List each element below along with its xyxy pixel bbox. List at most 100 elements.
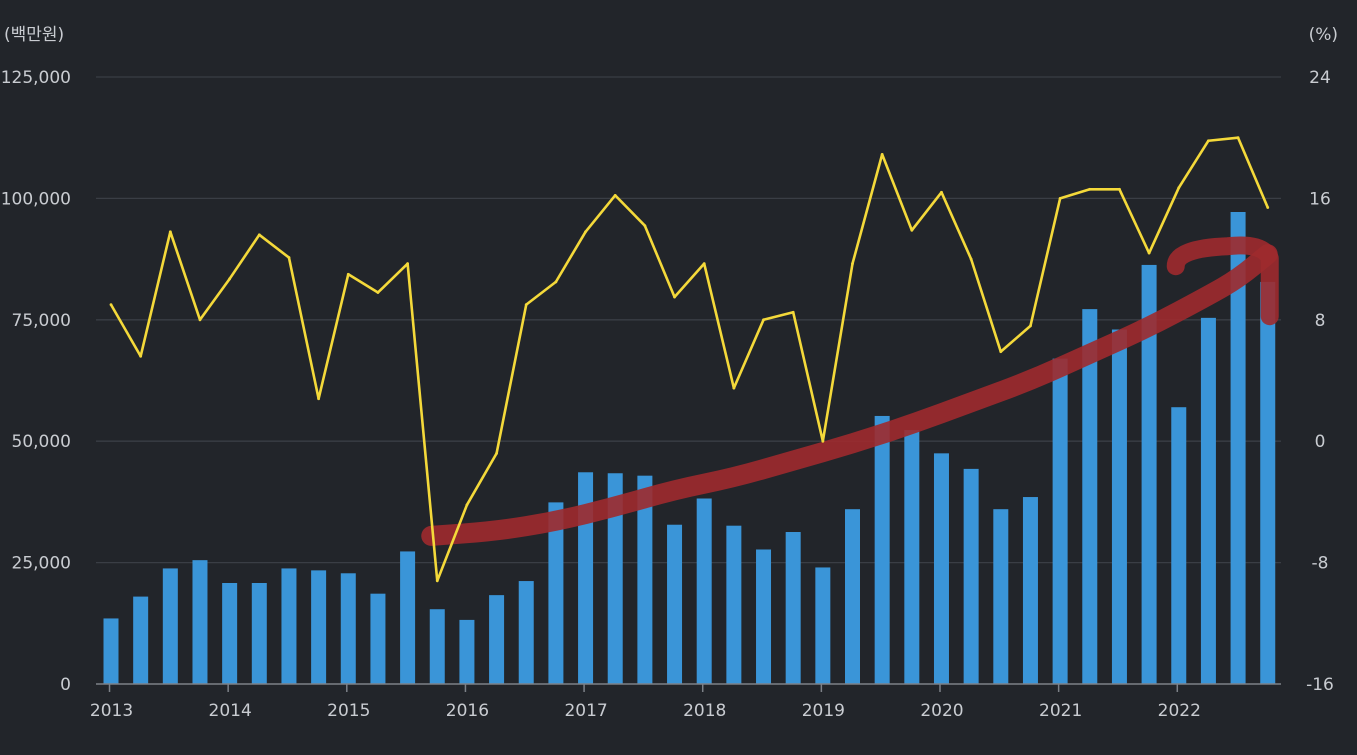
x-tick-label: 2021 (1039, 701, 1082, 721)
bar-series (103, 211, 1276, 684)
line-point (495, 451, 498, 455)
line-point (1118, 187, 1121, 191)
bar (281, 568, 297, 684)
line-point (880, 152, 884, 156)
line-point (198, 318, 202, 322)
bar (785, 532, 801, 684)
left-tick-label: 125,000 (1, 68, 71, 88)
x-tick-label: 2015 (327, 701, 370, 721)
x-tick-label: 2020 (920, 701, 963, 721)
bar (607, 473, 623, 684)
line-point (287, 256, 291, 259)
right-tick-label: 0 (1315, 432, 1326, 452)
line-point (1236, 136, 1240, 140)
left-tick-label: 25,000 (12, 554, 71, 574)
bar (845, 509, 860, 684)
bar (548, 502, 564, 684)
left-tick-label: 75,000 (12, 311, 71, 331)
right-unit-label: (%) (1309, 25, 1338, 45)
line-point (999, 350, 1003, 354)
line-point (1177, 186, 1181, 190)
line-point (643, 224, 647, 228)
line-point (910, 228, 914, 232)
bar (1171, 407, 1187, 684)
line-point (524, 303, 528, 307)
left-tick-label: 100,000 (1, 189, 71, 209)
left-tick-label: 0 (60, 675, 71, 695)
line-point (168, 230, 172, 234)
line-point (1029, 324, 1032, 328)
line-point (1266, 206, 1270, 209)
line-point (465, 503, 469, 507)
x-tick-label: 2016 (446, 701, 489, 721)
bar (340, 573, 356, 684)
line-point (821, 439, 825, 443)
line-point (673, 295, 676, 299)
line-point (1207, 139, 1210, 143)
bar (1141, 264, 1157, 684)
line-point (584, 230, 587, 234)
bar (696, 498, 712, 684)
x-tick-label: 2022 (1158, 701, 1201, 721)
bar (963, 468, 979, 684)
line-point (139, 354, 143, 358)
line-point (257, 233, 261, 237)
growth-line (109, 136, 1269, 583)
bar (162, 568, 178, 684)
bar (251, 582, 267, 684)
line-point (435, 579, 439, 583)
bar (904, 430, 920, 684)
bar (756, 549, 772, 684)
bar (400, 551, 416, 684)
bar (874, 415, 890, 684)
trend-annotation (421, 236, 1279, 546)
left-axis: 125,000 100,000 75,000 50,000 25,000 0 (1, 68, 71, 695)
right-tick-label: 8 (1315, 311, 1326, 331)
x-tick-label: 2019 (802, 701, 845, 721)
x-axis: 2013 2014 2015 2016 2017 2018 2019 2020 2021 2022 (90, 683, 1281, 721)
right-axis: 24 16 8 0 -8 -16 (1306, 68, 1334, 695)
line-point (228, 277, 232, 281)
bar (459, 619, 475, 684)
line-point (969, 257, 973, 261)
line-point (940, 190, 943, 194)
bar (1022, 497, 1038, 684)
line-point (1147, 251, 1151, 255)
trend-stroke-hook (1166, 236, 1279, 326)
bar (103, 618, 119, 684)
x-tick-label: 2018 (683, 701, 726, 721)
right-tick-label: 24 (1309, 68, 1331, 88)
line-point (613, 193, 617, 197)
left-tick-label: 50,000 (12, 432, 71, 452)
line-point (317, 397, 321, 401)
right-tick-label: -16 (1306, 675, 1334, 695)
line-point (702, 262, 706, 266)
line-point (762, 318, 765, 322)
bar (933, 453, 949, 684)
bar (222, 582, 238, 684)
bar (993, 509, 1009, 684)
line-point (554, 280, 558, 284)
line-point (1088, 187, 1092, 191)
bar (192, 560, 208, 684)
bar (133, 596, 149, 684)
line-point (406, 262, 409, 266)
bar (667, 524, 683, 684)
trend-stroke (421, 244, 1278, 546)
left-unit-label: (백만원) (4, 25, 64, 45)
bar (637, 475, 653, 684)
bar (815, 567, 831, 684)
bar (1052, 358, 1068, 684)
bar (489, 595, 505, 684)
line-point (791, 310, 795, 314)
x-tick-label: 2017 (564, 701, 607, 721)
right-tick-label: -8 (1312, 554, 1329, 574)
bar (311, 570, 327, 684)
line-point (732, 386, 736, 390)
bar (429, 609, 445, 684)
bar (518, 581, 534, 684)
line-point (346, 272, 350, 276)
bar (1082, 309, 1098, 684)
x-tick-label: 2014 (209, 701, 252, 721)
